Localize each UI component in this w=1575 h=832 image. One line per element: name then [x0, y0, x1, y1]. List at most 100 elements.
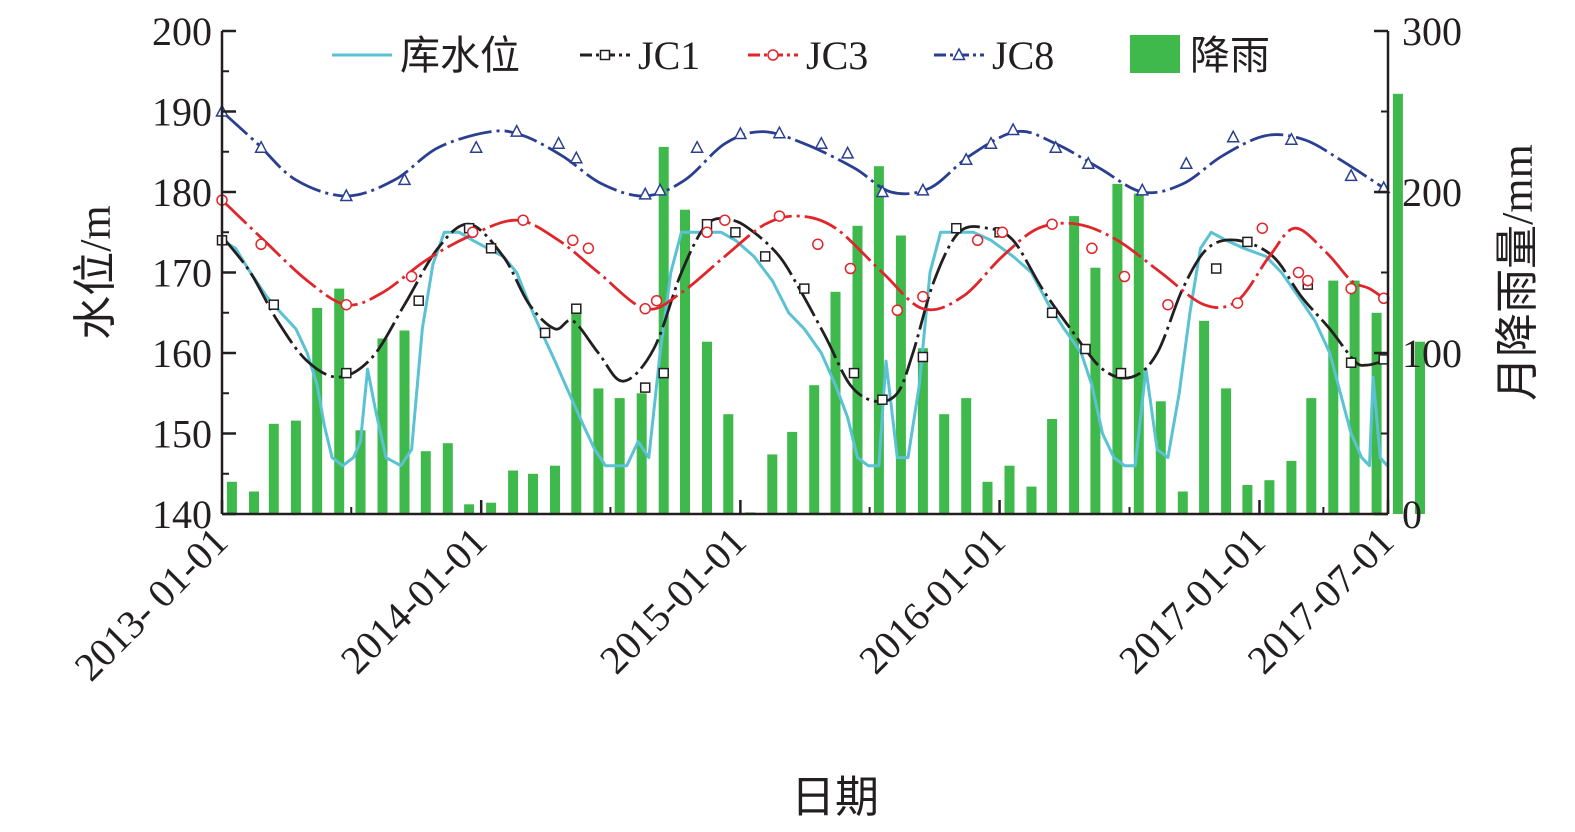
y-right-axis-title: 月降雨量/mm [1493, 144, 1542, 401]
data-marker [1081, 156, 1096, 170]
data-marker [875, 184, 890, 198]
data-marker [730, 227, 741, 238]
y-left-tick-label: 150 [152, 412, 212, 457]
x-tick-label: 2015-01-01 [591, 519, 755, 683]
data-marker [1226, 129, 1240, 143]
legend-marker [599, 49, 611, 61]
rainfall-bar [420, 451, 431, 514]
rainfall-bar [1242, 485, 1253, 514]
data-marker [840, 145, 855, 159]
legend-label: JC3 [806, 33, 868, 78]
series-line-reservoir-level [221, 230, 1389, 468]
rainfall-bar [1026, 486, 1037, 514]
data-marker [639, 382, 651, 393]
data-marker [413, 295, 424, 306]
rainfall-bar [787, 431, 798, 514]
legend-label: 库水位 [400, 33, 520, 78]
rainfall-bar [290, 420, 301, 514]
rainfall-bar [830, 291, 841, 514]
data-marker [1135, 182, 1150, 196]
data-marker [658, 367, 669, 379]
rainfall-bar [1004, 465, 1015, 514]
y-left-tick-label: 170 [152, 251, 212, 296]
data-marker [984, 136, 998, 149]
data-marker [1302, 274, 1314, 287]
rainfall-bar [1328, 280, 1339, 514]
data-marker [814, 136, 829, 149]
data-marker [1210, 263, 1222, 274]
legend-swatch-rain [1130, 35, 1180, 73]
data-marker [917, 290, 929, 303]
data-marker [517, 214, 529, 226]
rainfall-bar [1221, 388, 1232, 514]
data-marker [1292, 266, 1305, 279]
rainfall-bar [1177, 491, 1188, 514]
rainfall-bar [268, 423, 279, 514]
data-marker [690, 140, 704, 153]
rainfall-bar [249, 491, 259, 514]
x-axis-title: 日期 [791, 773, 879, 822]
data-marker [1006, 122, 1020, 136]
data-marker [569, 150, 584, 164]
axes: 200 190 180 170 160 150 140 300 200 100 0 2013- 01-… [65, 9, 1542, 822]
rainfall-bar [939, 414, 950, 514]
data-marker [1345, 282, 1357, 295]
y-right-tick-label: 200 [1402, 170, 1462, 215]
rainfall-bar [961, 398, 972, 514]
rainfall-bar [1047, 419, 1058, 514]
rainfall-bar [226, 481, 237, 514]
rainfall-bar [508, 470, 519, 514]
rainfall-bar [723, 414, 734, 514]
rainfall-bar [1392, 93, 1403, 515]
data-marker [1118, 270, 1131, 283]
y-left-tick-label: 140 [152, 492, 212, 537]
rainfall-bar [550, 465, 560, 514]
legend-label: JC8 [992, 33, 1054, 78]
data-marker [733, 126, 748, 140]
rainfall-bar [614, 398, 625, 514]
legend-marker [952, 47, 966, 61]
data-marker [582, 242, 595, 255]
rainfall-bar [312, 307, 323, 514]
data-marker [1256, 222, 1269, 234]
data-marker [1345, 357, 1357, 368]
data-marker [509, 123, 524, 137]
rainfall-bar [1133, 193, 1144, 514]
x-tick-label: 2016-01-01 [850, 519, 1014, 683]
data-marker [254, 140, 268, 153]
data-marker [1284, 132, 1299, 145]
data-marker [339, 188, 354, 202]
y-left-tick-label: 160 [152, 331, 212, 376]
x-tick-label: 2013- 01-01 [65, 519, 236, 690]
rainfall-bar [1155, 401, 1166, 514]
data-marker [653, 182, 667, 196]
rainfall-bar [464, 504, 475, 514]
data-marker [772, 125, 787, 139]
data-marker [1231, 297, 1244, 309]
data-marker [341, 367, 352, 379]
data-marker [485, 243, 497, 254]
rainfall-bar [680, 209, 690, 514]
data-marker [539, 327, 551, 339]
data-marker [567, 234, 579, 247]
rainfall-bar [377, 338, 388, 514]
rainfall-bar [1349, 280, 1360, 514]
rainfall-bar [442, 443, 453, 514]
legend-label: 降雨 [1190, 33, 1270, 78]
rainfall-bars [226, 93, 1425, 515]
data-marker [1344, 168, 1358, 182]
data-marker [1086, 242, 1098, 255]
series-line-jc8 [221, 110, 1385, 198]
data-marker [996, 226, 1009, 239]
rainfall-bar [767, 454, 778, 514]
data-marker [255, 238, 267, 251]
data-marker [405, 270, 418, 283]
rainfall-bar [486, 502, 497, 514]
data-marker [469, 140, 483, 153]
series-lines [215, 103, 1391, 468]
rainfall-bar [1199, 320, 1210, 514]
data-marker [971, 234, 984, 247]
rainfall-bar [1112, 183, 1123, 514]
data-marker [844, 262, 857, 275]
